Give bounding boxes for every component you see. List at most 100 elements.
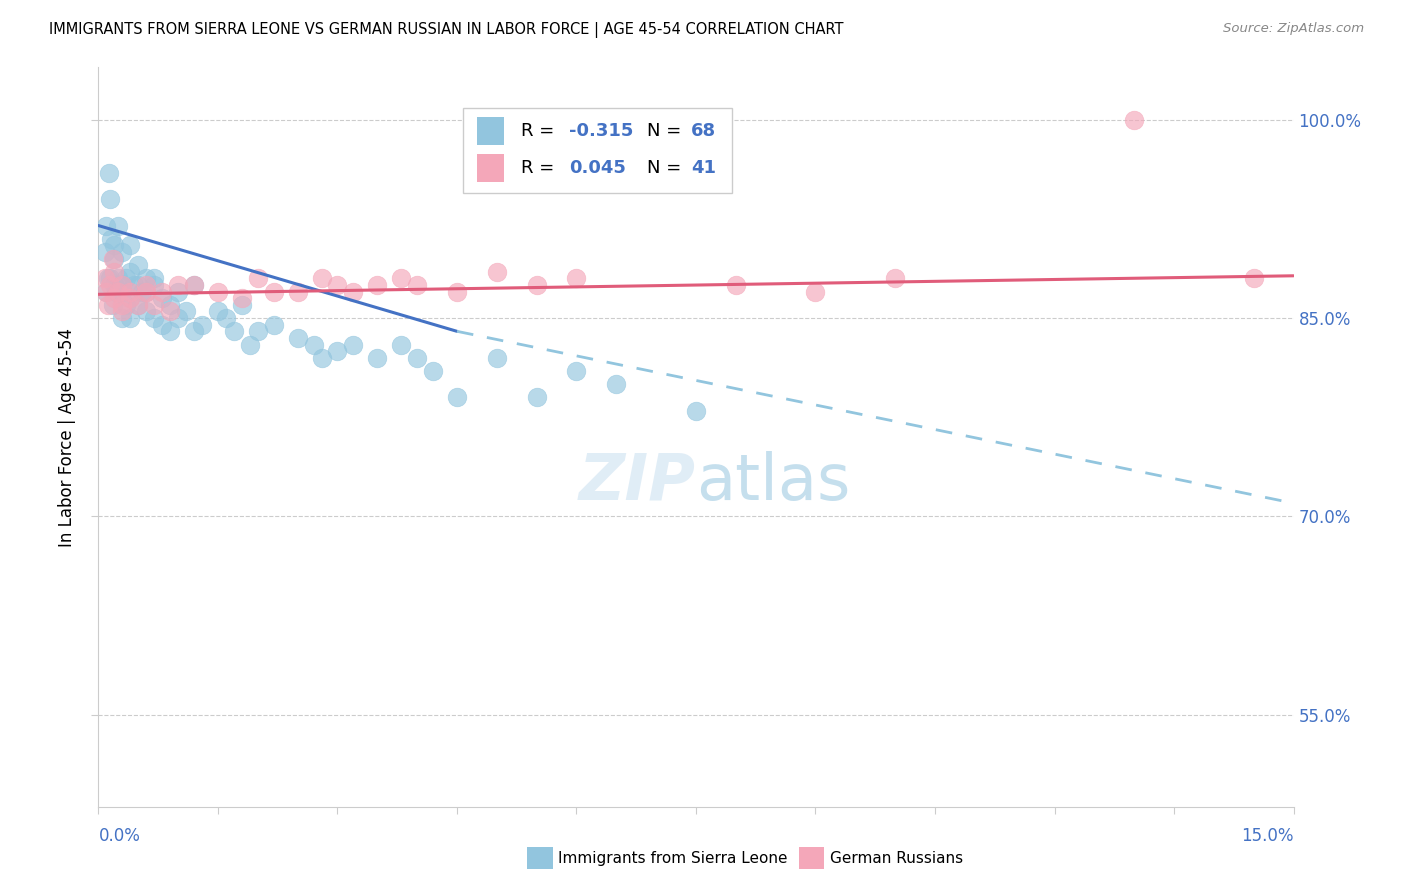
Point <box>565 271 588 285</box>
Text: IMMIGRANTS FROM SIERRA LEONE VS GERMAN RUSSIAN IN LABOR FORCE | AGE 45-54 CORREL: IMMIGRANTS FROM SIERRA LEONE VS GERMAN R… <box>49 22 844 38</box>
Point <box>107 285 129 299</box>
Point <box>183 278 205 293</box>
Point <box>246 324 269 338</box>
Point <box>239 337 262 351</box>
Point <box>98 278 122 293</box>
Point <box>120 265 142 279</box>
Point <box>342 285 364 299</box>
Point <box>101 252 124 266</box>
Point <box>127 298 149 312</box>
Text: Immigrants from Sierra Leone: Immigrants from Sierra Leone <box>558 851 787 865</box>
Point <box>111 244 134 259</box>
Point <box>115 298 138 312</box>
Point <box>97 271 120 285</box>
Point <box>207 304 229 318</box>
Point <box>115 271 138 285</box>
Point <box>191 318 214 332</box>
Point <box>120 311 142 326</box>
Point <box>107 219 129 233</box>
Point <box>98 192 122 206</box>
Point <box>111 304 134 318</box>
Point <box>183 324 205 338</box>
Point <box>96 285 118 299</box>
Point <box>287 285 309 299</box>
Point <box>366 351 388 365</box>
Point <box>104 285 127 299</box>
Point <box>111 285 134 299</box>
Point <box>111 278 134 293</box>
Point <box>565 364 588 378</box>
Point <box>97 166 120 180</box>
Point <box>120 238 142 252</box>
Text: -0.315: -0.315 <box>569 122 634 140</box>
Point <box>131 285 153 299</box>
Point <box>485 265 508 279</box>
Point <box>1123 112 1146 127</box>
Point <box>804 285 827 299</box>
Point <box>263 318 285 332</box>
Point <box>231 298 253 312</box>
Point <box>143 298 166 312</box>
Y-axis label: In Labor Force | Age 45-54: In Labor Force | Age 45-54 <box>58 327 76 547</box>
Point <box>326 278 349 293</box>
Point <box>135 278 157 293</box>
Point <box>526 391 548 405</box>
Point <box>389 337 412 351</box>
Point <box>96 285 118 299</box>
Point <box>1243 271 1265 285</box>
Point <box>127 278 149 293</box>
Point <box>167 285 190 299</box>
Point <box>150 318 173 332</box>
Point <box>98 271 122 285</box>
Text: 15.0%: 15.0% <box>1241 827 1294 845</box>
Point <box>446 285 468 299</box>
Point <box>103 238 125 252</box>
Point <box>605 377 627 392</box>
Point <box>246 271 269 285</box>
Point <box>94 271 117 285</box>
Point <box>406 351 429 365</box>
Text: Source: ZipAtlas.com: Source: ZipAtlas.com <box>1223 22 1364 36</box>
Point <box>103 291 125 305</box>
Point <box>103 265 125 279</box>
Point <box>127 298 149 312</box>
Point <box>96 219 118 233</box>
Text: atlas: atlas <box>696 450 851 513</box>
Point <box>143 311 166 326</box>
Text: R =: R = <box>522 160 561 178</box>
Point <box>406 278 429 293</box>
Point <box>287 331 309 345</box>
FancyBboxPatch shape <box>463 108 733 193</box>
Point <box>366 278 388 293</box>
Point <box>342 337 364 351</box>
Point <box>120 285 142 299</box>
Point <box>135 304 157 318</box>
Point <box>103 278 125 293</box>
Point <box>159 298 181 312</box>
Point <box>97 298 120 312</box>
Bar <box>477 154 503 182</box>
Point <box>685 403 707 417</box>
Point <box>111 298 134 312</box>
Point <box>215 311 238 326</box>
Text: German Russians: German Russians <box>830 851 963 865</box>
Point <box>120 291 142 305</box>
Text: 68: 68 <box>692 122 716 140</box>
Point <box>174 304 197 318</box>
Point <box>135 285 157 299</box>
Point <box>311 351 333 365</box>
Point <box>94 244 117 259</box>
Text: 0.045: 0.045 <box>569 160 626 178</box>
Point <box>150 291 173 305</box>
Point <box>326 344 349 359</box>
Point <box>111 311 134 326</box>
Point <box>263 285 285 299</box>
Point <box>446 391 468 405</box>
Point <box>150 285 173 299</box>
Point <box>124 278 146 293</box>
Point <box>107 271 129 285</box>
Point <box>207 285 229 299</box>
Point <box>135 285 157 299</box>
Point <box>311 271 333 285</box>
Point <box>302 337 325 351</box>
